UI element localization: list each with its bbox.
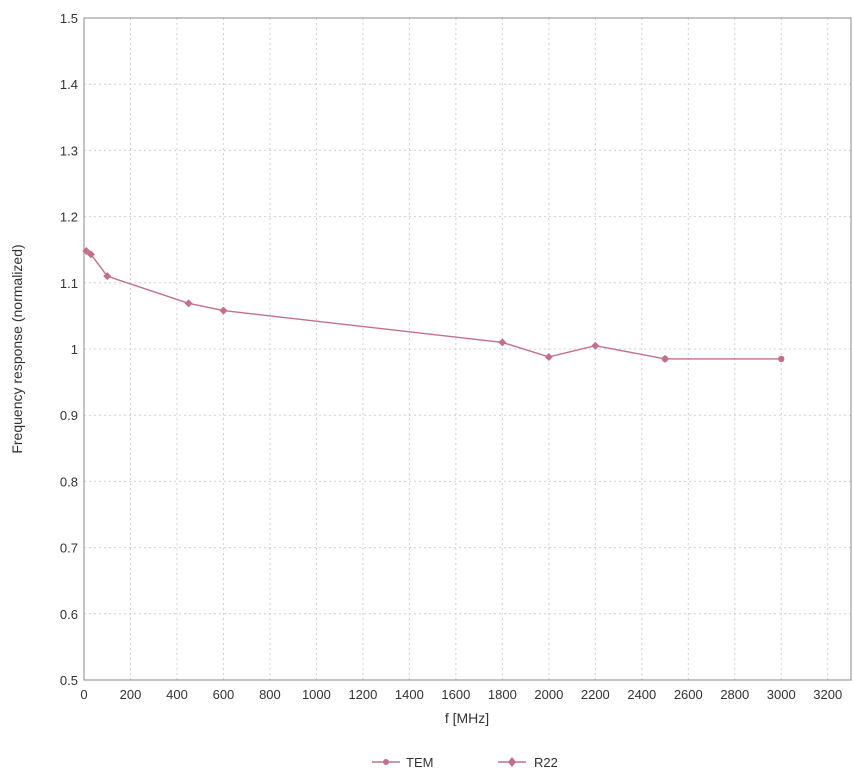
- x-tick-label: 2800: [720, 687, 749, 702]
- plot-frame: [83, 17, 852, 681]
- data-point-r22: [498, 338, 507, 347]
- data-point-r22: [219, 306, 228, 315]
- x-tick-label: 200: [120, 687, 142, 702]
- legend-tem-marker: [383, 759, 389, 765]
- data-point-r22: [544, 352, 553, 361]
- y-tick-label: 0.8: [60, 474, 78, 489]
- y-tick-label: 0.7: [60, 541, 78, 556]
- x-tick-label: 3000: [767, 687, 796, 702]
- x-tick-label: 0: [80, 687, 87, 702]
- x-tick-label: 1600: [441, 687, 470, 702]
- data-point-r22: [661, 354, 670, 363]
- x-tick-label: 3200: [813, 687, 842, 702]
- y-tick-label: 0.5: [60, 673, 78, 688]
- x-tick-label: 800: [259, 687, 281, 702]
- x-tick-label: 400: [166, 687, 188, 702]
- x-tick-label: 2600: [674, 687, 703, 702]
- y-tick-label: 1.3: [60, 143, 78, 158]
- x-tick-label: 1400: [395, 687, 424, 702]
- x-tick-label: 600: [213, 687, 235, 702]
- legend-item-tem: TEM: [372, 755, 433, 770]
- series: [82, 247, 785, 363]
- legend-item-r22: R22: [498, 755, 558, 770]
- data-point-r22: [86, 250, 95, 259]
- grid: [84, 18, 851, 680]
- data-point-r22: [591, 341, 600, 350]
- y-tick-label: 0.6: [60, 607, 78, 622]
- legend: TEM R22: [372, 755, 558, 770]
- y-axis-ticks: 0.5 0.6 0.7 0.8 0.9 1 1.1 1.2 1.3 1.4 1.5: [60, 11, 78, 688]
- data-point-r22: [103, 272, 112, 281]
- x-tick-label: 2200: [581, 687, 610, 702]
- x-tick-label: 1800: [488, 687, 517, 702]
- x-tick-label: 1200: [348, 687, 377, 702]
- x-axis-ticks: 0 200 400 600 800 1000 1200 1400 1600 1800 2000 220…: [80, 687, 842, 702]
- data-point-tem: [778, 355, 785, 363]
- y-tick-label: 1.4: [60, 77, 78, 92]
- data-point-r22: [184, 299, 193, 308]
- x-tick-label: 1000: [302, 687, 331, 702]
- x-tick-label: 2400: [627, 687, 656, 702]
- y-tick-label: 1.1: [60, 276, 78, 291]
- y-tick-label: 1: [71, 342, 78, 357]
- y-tick-label: 1.2: [60, 210, 78, 225]
- legend-r22-marker: [508, 757, 516, 767]
- x-axis-label: f [MHz]: [445, 710, 489, 726]
- legend-r22-label: R22: [534, 755, 558, 770]
- series-line-r22: [85, 250, 666, 360]
- y-axis-label: Frequency response (normalized): [9, 244, 25, 453]
- y-tick-label: 0.9: [60, 408, 78, 423]
- legend-tem-label: TEM: [406, 755, 433, 770]
- x-tick-label: 2000: [534, 687, 563, 702]
- y-tick-label: 1.5: [60, 11, 78, 26]
